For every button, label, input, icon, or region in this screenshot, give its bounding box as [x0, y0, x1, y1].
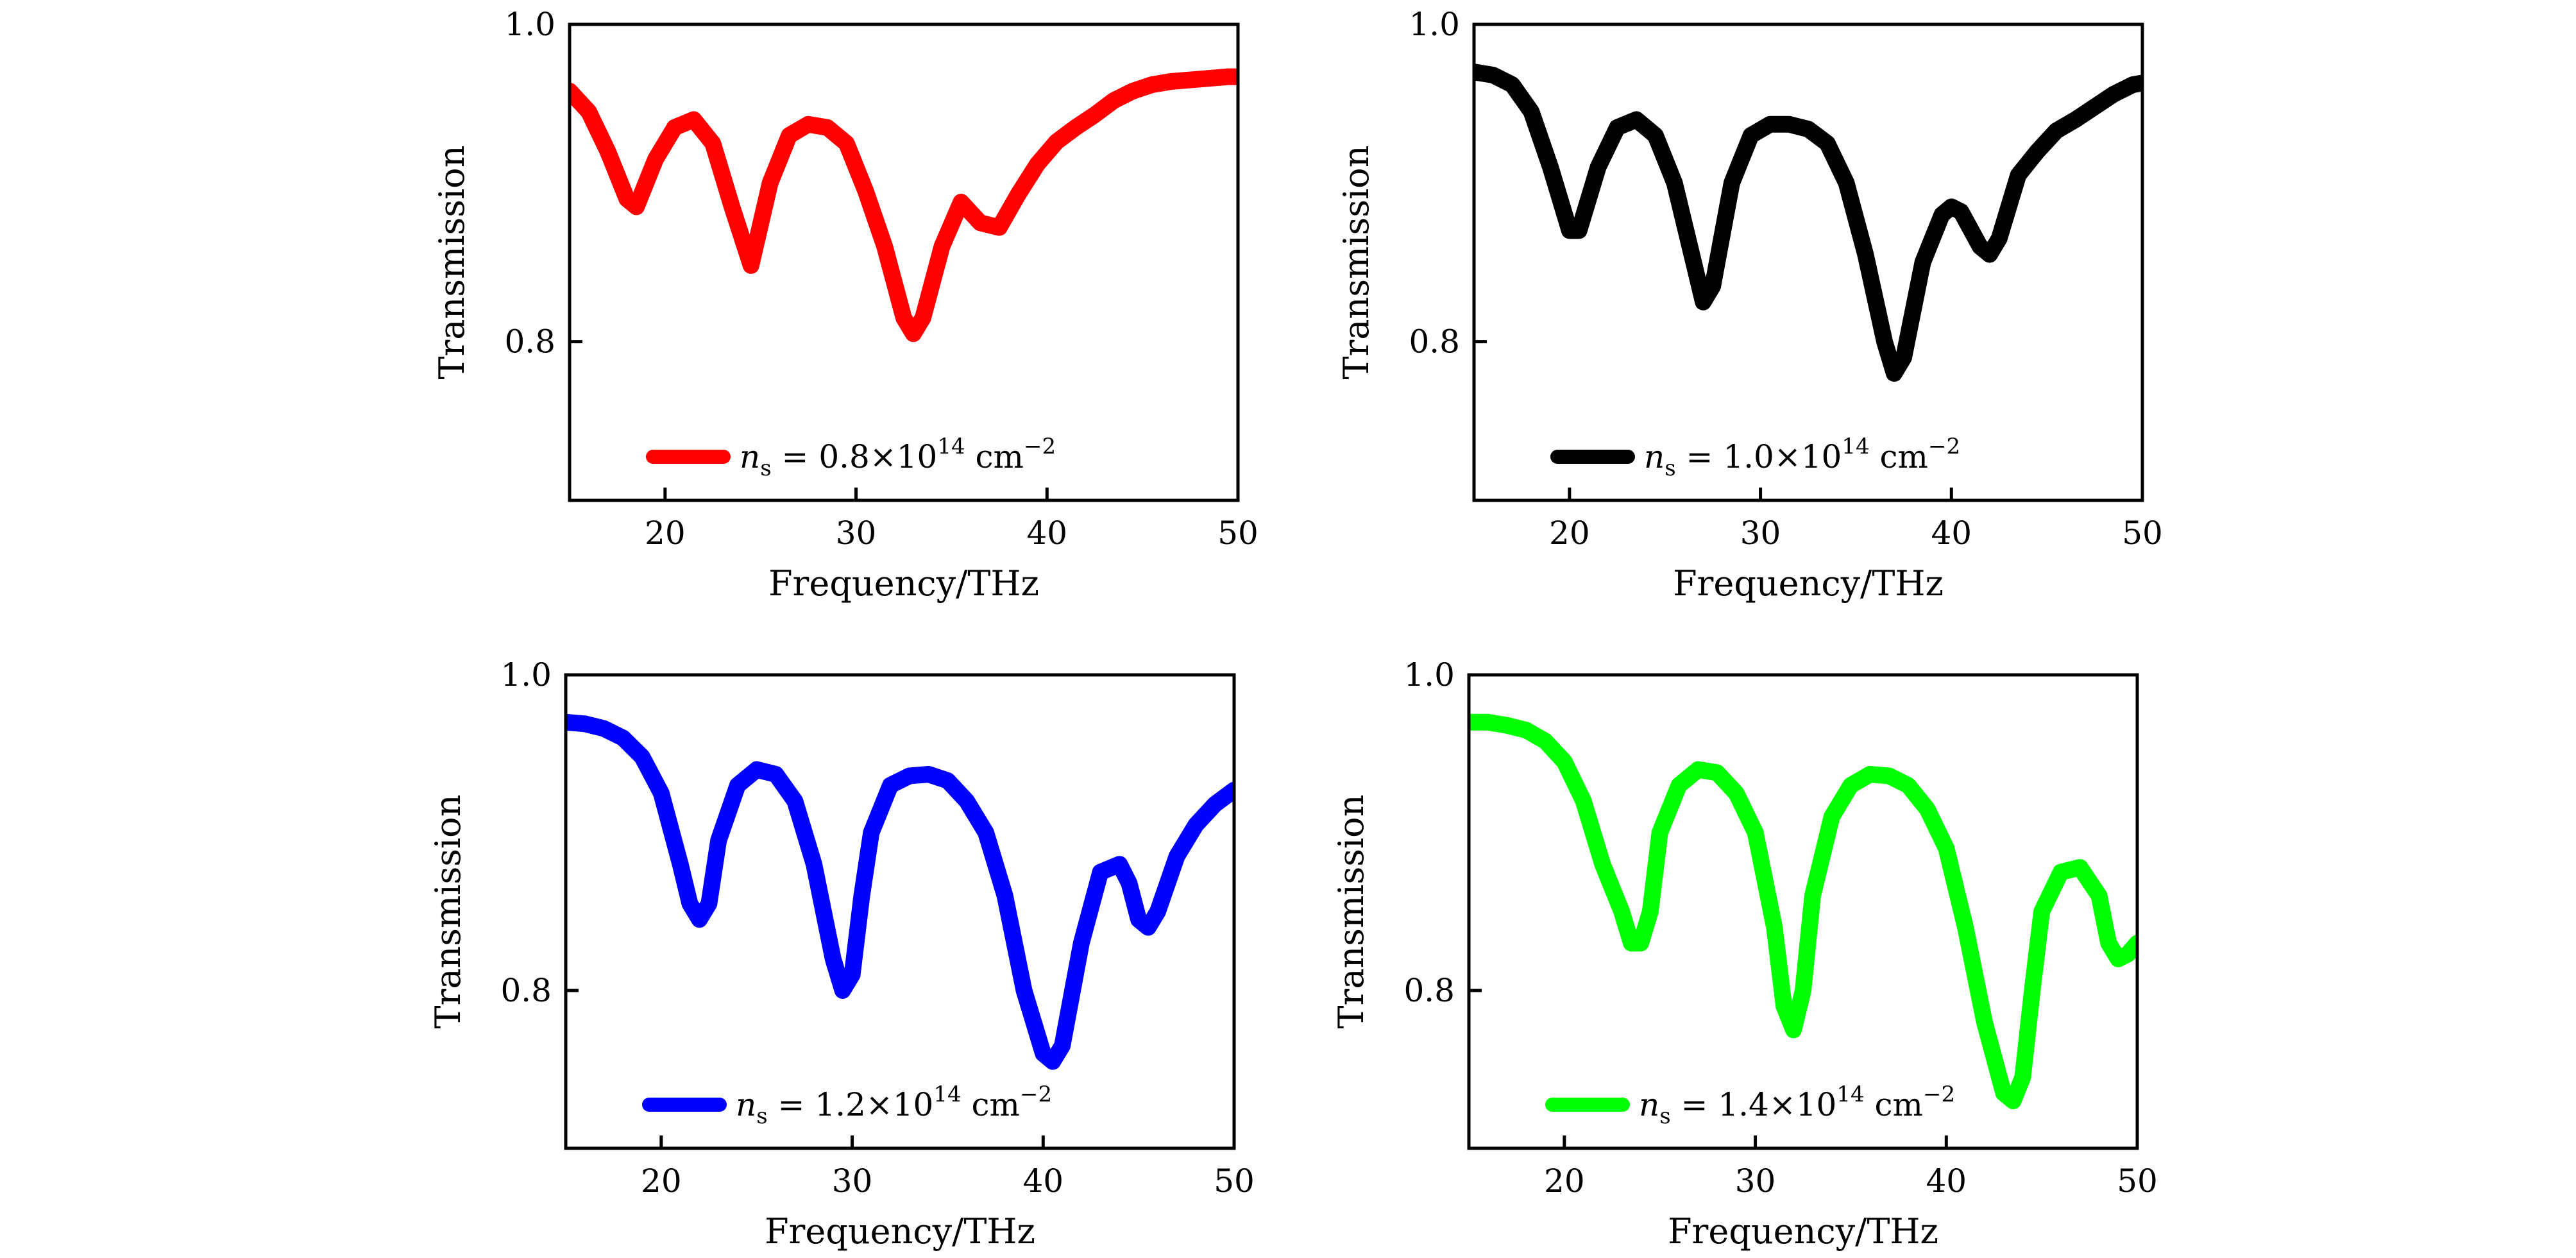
x-tick-label: 40: [1026, 514, 1067, 552]
y-tick-label: 1.0: [500, 656, 552, 693]
y-tick-label: 0.8: [1403, 972, 1455, 1009]
x-tick-label: 20: [641, 1162, 682, 1200]
chart-panel-1: 20 30 40 50 0.8 1.0 Frequency/THz Transmission n…: [432, 6, 1258, 604]
x-tick-label: 30: [1740, 514, 1781, 552]
series-line: [570, 68, 1238, 343]
x-axis-label: Frequency/THz: [768, 563, 1039, 604]
chart-panel-2: 20 30 40 50 0.8 1.0 Frequency/THz Transmission n…: [1336, 6, 2163, 604]
y-tick-label: 1.0: [1403, 656, 1455, 693]
plot-frame: [1467, 673, 2139, 1150]
y-axis-label: Transmission: [432, 146, 472, 380]
x-axis-label: Frequency/THz: [1668, 1211, 1938, 1252]
x-tick-label: 20: [1544, 1162, 1585, 1200]
x-axis-label: Frequency/THz: [1673, 563, 1944, 604]
x-tick-label: 50: [2117, 1162, 2158, 1200]
x-axis-label: Frequency/THz: [765, 1211, 1035, 1252]
legend-label: ns = 1.0×1014 cm−2: [1644, 434, 1960, 481]
x-tick-label: 40: [1022, 1162, 1063, 1200]
x-tick-label: 40: [1931, 514, 1972, 552]
y-axis-label: Transmission: [1336, 146, 1377, 380]
legend-label: ns = 1.4×1014 cm−2: [1639, 1082, 1955, 1129]
x-tick-label: 50: [1217, 514, 1258, 552]
plot-frame: [568, 22, 1240, 502]
series-line: [1474, 64, 2142, 382]
x-tick-label: 30: [832, 1162, 873, 1200]
x-tick-label: 40: [1926, 1162, 1967, 1200]
chart-panel-3: 20 30 40 50 0.8 1.0 Frequency/THz Transmission n…: [428, 656, 1255, 1252]
y-axis-label: Transmission: [1331, 795, 1371, 1029]
y-tick-label: 0.8: [500, 972, 552, 1009]
legend-label: ns = 1.2×1014 cm−2: [736, 1082, 1052, 1129]
y-tick-label: 0.8: [504, 323, 555, 361]
x-tick-label: 50: [1214, 1162, 1255, 1200]
y-tick-label: 1.0: [504, 6, 555, 43]
y-tick-label: 1.0: [1409, 6, 1460, 43]
plot-frame: [1472, 22, 2144, 502]
series-line: [1469, 713, 2137, 1110]
series-line: [566, 713, 1234, 1070]
x-tick-label: 20: [1549, 514, 1590, 552]
legend-label: ns = 0.8×1014 cm−2: [740, 434, 1056, 481]
chart-panel-4: 20 30 40 50 0.8 1.0 Frequency/THz Transmission n…: [1331, 656, 2158, 1252]
x-tick-label: 20: [645, 514, 686, 552]
y-axis-label: Transmission: [428, 795, 468, 1029]
x-tick-label: 50: [2122, 514, 2163, 552]
y-tick-label: 0.8: [1409, 323, 1460, 361]
x-tick-label: 30: [1735, 1162, 1776, 1200]
plot-frame: [564, 673, 1236, 1150]
x-tick-label: 30: [836, 514, 877, 552]
